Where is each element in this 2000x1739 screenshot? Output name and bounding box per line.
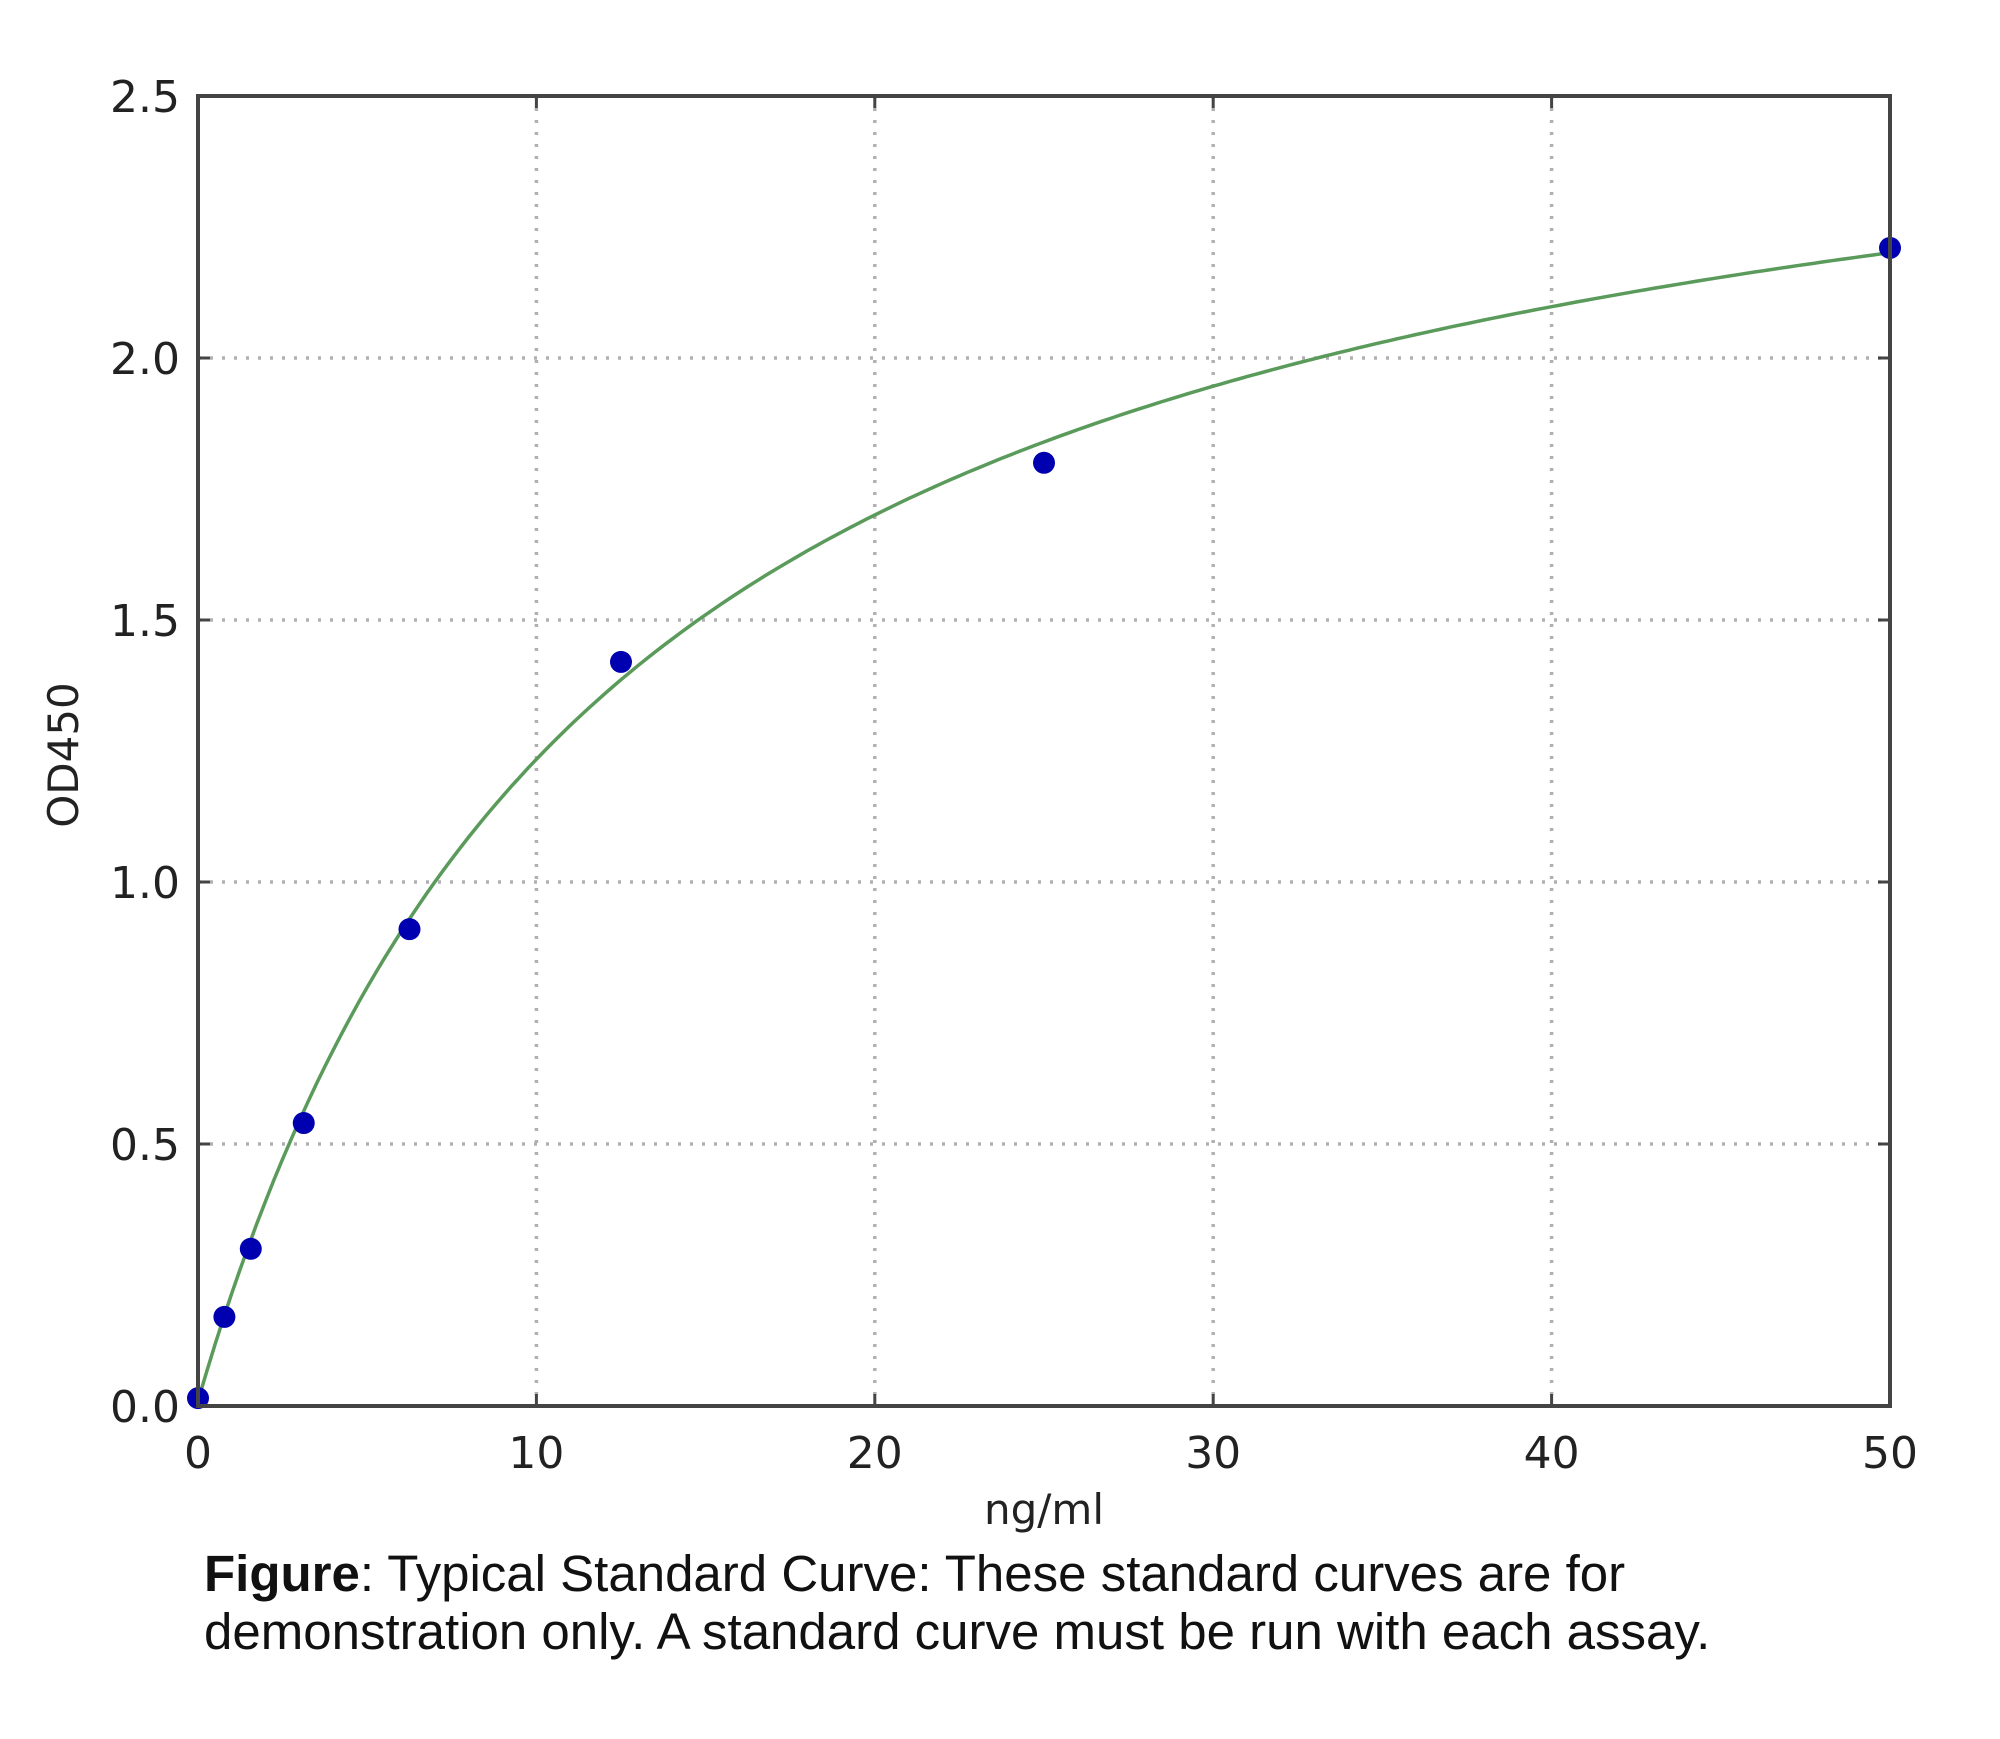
y-tick-label: 0.5 <box>110 1120 180 1171</box>
data-point <box>213 1305 236 1328</box>
data-point <box>398 918 421 941</box>
caption-bold-label: Figure <box>204 1545 360 1602</box>
x-tick-label: 40 <box>1524 1428 1580 1479</box>
axis-ticks: 0 10 20 30 40 50 0.0 0.5 1.0 1.5 2.0 2.5 <box>110 72 1918 1479</box>
x-tick-label: 20 <box>847 1428 903 1479</box>
fitted-curve-line <box>196 250 1891 1402</box>
x-tick-label: 10 <box>508 1428 564 1479</box>
x-axis-label: ng/ml <box>984 1485 1104 1534</box>
x-tick-label: 30 <box>1185 1428 1241 1479</box>
y-tick-label: 1.0 <box>110 858 180 909</box>
data-point <box>1033 451 1055 474</box>
x-tick-label: 0 <box>184 1428 212 1479</box>
y-tick-label: 1.5 <box>110 596 180 647</box>
fitted-curve <box>196 250 1891 1402</box>
data-point <box>610 650 632 673</box>
plot-frame <box>196 94 1892 1408</box>
data-point <box>239 1237 262 1260</box>
y-tick-label: 0.0 <box>110 1382 180 1433</box>
data-point <box>292 1112 315 1135</box>
data-points <box>187 236 1901 1410</box>
y-tick-label: 2.5 <box>110 72 180 123</box>
caption-line-1-text: : Typical Standard Curve: These standard… <box>359 1545 1626 1602</box>
caption-line-2: demonstration only. A standard curve mus… <box>204 1603 1711 1660</box>
x-tick-label: 50 <box>1862 1428 1918 1479</box>
grid-lines <box>198 96 1890 1406</box>
y-axis-label: OD450 <box>39 682 88 828</box>
y-tick-label: 2.0 <box>110 334 180 385</box>
caption-line-1: Figure: Typical Standard Curve: These st… <box>204 1545 1964 1603</box>
figure-caption: Figure: Typical Standard Curve: These st… <box>204 1545 1964 1661</box>
